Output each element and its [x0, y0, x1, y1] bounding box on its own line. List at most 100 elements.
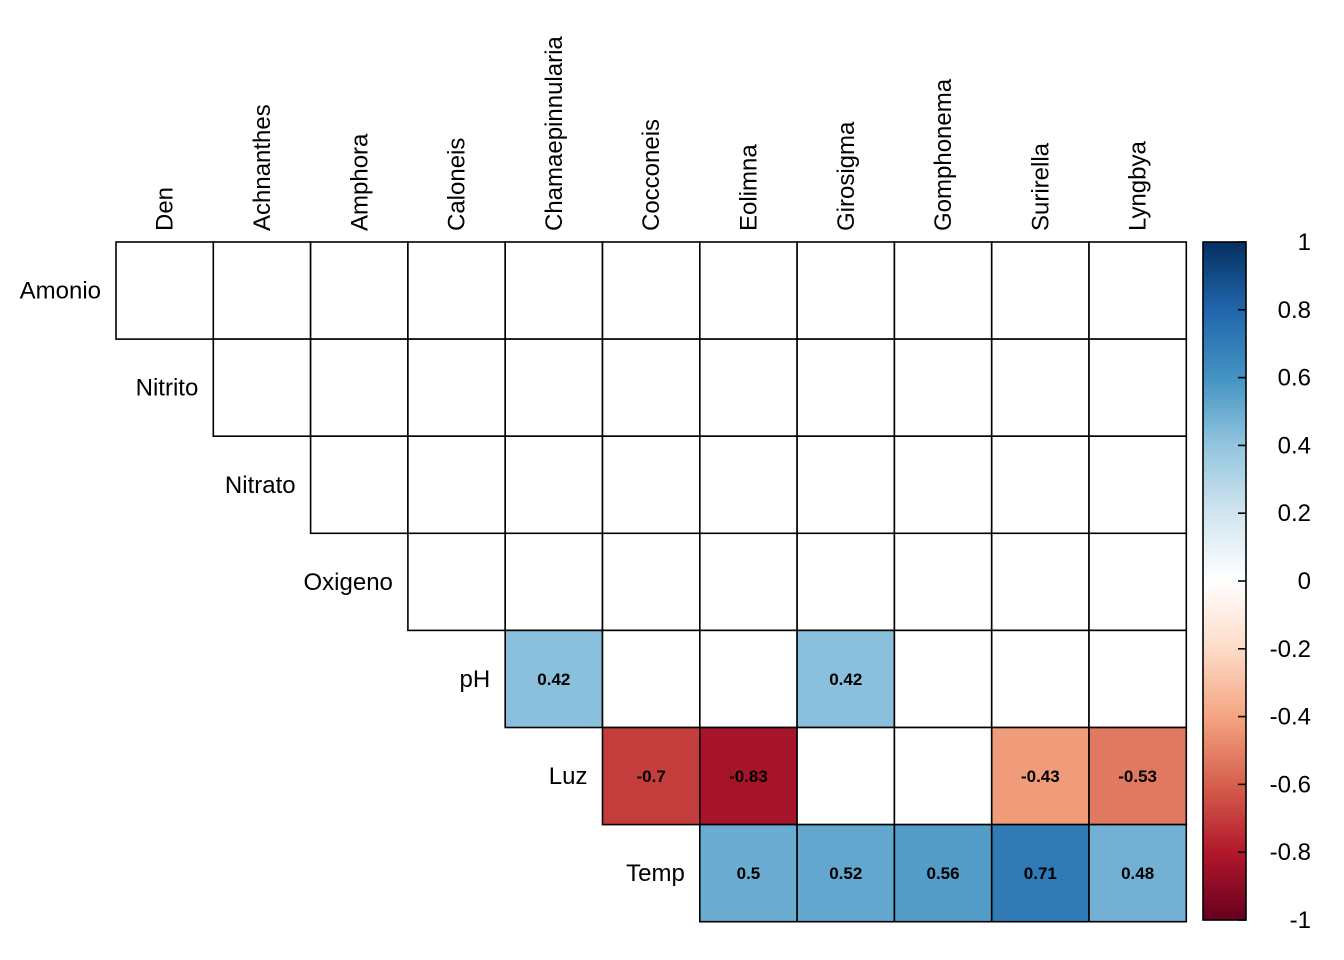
colorbar-tick-label: -0.8	[1270, 839, 1311, 866]
column-label-caloneis: Caloneis	[444, 138, 471, 231]
row-label-temp: Temp	[626, 860, 685, 887]
cell-nitrato-surirella	[990, 435, 1090, 535]
cell-nitrato-gomphonema	[893, 435, 993, 535]
column-label-surirella: Surirella	[1027, 142, 1054, 231]
cell-nitrato-caloneis	[407, 435, 506, 535]
cell-oxigeno-lyngbya	[1088, 532, 1188, 632]
cell-ph-lyngbya	[1088, 629, 1188, 729]
cell-ph-girosigma	[796, 629, 896, 729]
cell-nitrito-lyngbya	[1088, 338, 1188, 438]
cell-amonio-den	[115, 241, 215, 340]
cell-amonio-surirella	[990, 241, 1090, 340]
column-label-gomphonema: Gomphonema	[930, 78, 957, 231]
cell-oxigeno-gomphonema	[893, 532, 993, 632]
column-label-chamaepinnularia: Chamaepinnularia	[541, 36, 568, 231]
cell-nitrato-amphora	[309, 435, 409, 535]
cell-nitrito-caloneis	[407, 338, 506, 438]
colorbar-tick-label: 0.4	[1278, 432, 1311, 459]
column-label-achnanthes: Achnanthes	[249, 104, 276, 231]
row-label-oxigeno: Oxigeno	[304, 569, 393, 596]
cell-oxigeno-surirella	[990, 532, 1090, 632]
cell-temp-lyngbya	[1088, 823, 1188, 923]
row-label-ph: pH	[460, 666, 491, 693]
cell-luz-lyngbya	[1088, 726, 1188, 826]
colorbar-tick-label: -0.6	[1270, 771, 1311, 798]
cell-value-temp-surirella: 0.71	[1024, 864, 1057, 883]
cell-amonio-lyngbya	[1088, 241, 1188, 340]
cell-value-labels: 0.42 0.42 -0.7 -0.83 -0.43 -0.53 0.5 0.52 0.56 0.…	[537, 670, 1157, 883]
colorbar-tick-label: 0	[1298, 568, 1311, 595]
colorbar-tick-label: -1	[1290, 907, 1311, 934]
cell-oxigeno-eolimna	[698, 532, 798, 632]
cell-temp-eolimna	[698, 823, 798, 923]
column-label-amphora: Amphora	[346, 133, 373, 231]
cell-oxigeno-cocconeis	[601, 532, 701, 632]
cell-amonio-chamaepinnularia	[504, 241, 604, 340]
cell-amonio-girosigma	[796, 241, 896, 340]
cell-nitrito-girosigma	[796, 338, 896, 438]
cell-nitrito-achnanthes	[212, 338, 312, 438]
colorbar-tick-label: -0.2	[1270, 636, 1311, 663]
cell-ph-surirella	[990, 629, 1090, 729]
column-label-girosigma: Girosigma	[833, 121, 860, 231]
colorbar-tick-label: -0.4	[1270, 704, 1311, 731]
cell-nitrito-surirella	[990, 338, 1090, 438]
cell-value-luz-cocconeis: -0.7	[637, 767, 666, 786]
column-labels: Den Achnanthes Amphora Caloneis Chamaepinnul…	[152, 36, 1152, 231]
cell-temp-girosigma	[796, 823, 896, 923]
cell-oxigeno-girosigma	[796, 532, 896, 632]
cell-nitrato-eolimna	[698, 435, 798, 535]
cell-nitrito-cocconeis	[601, 338, 701, 438]
column-label-cocconeis: Cocconeis	[638, 119, 665, 231]
cell-luz-gomphonema	[893, 726, 993, 826]
colorbar-tick-label: 0.2	[1278, 500, 1311, 527]
cell-amonio-gomphonema	[893, 241, 993, 340]
row-label-nitrito: Nitrito	[136, 375, 199, 402]
cell-nitrato-girosigma	[796, 435, 896, 535]
row-labels: Amonio Nitrito Nitrato Oxigeno pH Luz Temp	[20, 278, 685, 888]
cell-value-ph-chamaepinnularia: 0.42	[537, 670, 570, 689]
colorbar: 1 0.8 0.6 0.4 0.2 0 -0.2 -0.4 -0.6 -0.8 -1	[1202, 229, 1311, 934]
cell-nitrito-chamaepinnularia	[504, 338, 604, 438]
column-label-den: Den	[152, 187, 179, 231]
row-label-luz: Luz	[549, 763, 588, 790]
cell-temp-surirella	[990, 823, 1090, 923]
cell-amonio-achnanthes	[212, 241, 312, 340]
cell-nitrito-gomphonema	[893, 338, 993, 438]
cell-luz-cocconeis	[601, 726, 701, 826]
cell-nitrato-cocconeis	[601, 435, 701, 535]
cell-nitrato-lyngbya	[1088, 435, 1188, 535]
cell-ph-eolimna	[698, 629, 798, 729]
cell-value-temp-gomphonema: 0.56	[927, 864, 960, 883]
cell-amonio-cocconeis	[601, 241, 701, 340]
cell-ph-gomphonema	[893, 629, 993, 729]
cell-nitrato-chamaepinnularia	[504, 435, 604, 535]
cell-nitrito-eolimna	[698, 338, 798, 438]
cell-value-temp-eolimna: 0.5	[737, 864, 761, 883]
cell-value-ph-girosigma: 0.42	[829, 670, 862, 689]
cell-value-luz-surirella: -0.43	[1021, 767, 1060, 786]
row-label-nitrato: Nitrato	[225, 472, 296, 499]
colorbar-tick-label: 1	[1298, 229, 1311, 256]
cell-amonio-amphora	[309, 241, 409, 340]
cell-value-temp-lyngbya: 0.48	[1121, 864, 1154, 883]
cell-amonio-eolimna	[698, 241, 798, 340]
cell-oxigeno-caloneis	[407, 532, 506, 632]
cell-oxigeno-chamaepinnularia	[504, 532, 604, 632]
column-label-lyngbya: Lyngbya	[1125, 141, 1152, 232]
cell-ph-cocconeis	[601, 629, 701, 729]
column-label-eolimna: Eolimna	[735, 144, 762, 231]
cell-temp-gomphonema	[893, 823, 993, 923]
cell-value-temp-girosigma: 0.52	[829, 864, 862, 883]
cell-value-luz-eolimna: -0.83	[729, 767, 768, 786]
cell-luz-girosigma	[796, 726, 896, 826]
colorbar-tick-label: 0.6	[1278, 365, 1311, 392]
colorbar-tick-label: 0.8	[1278, 297, 1311, 324]
cell-amonio-caloneis	[407, 241, 506, 340]
heatmap-cells	[115, 241, 1188, 923]
cell-ph-chamaepinnularia	[504, 629, 604, 729]
row-label-amonio: Amonio	[20, 278, 101, 305]
cell-nitrito-amphora	[309, 338, 409, 438]
cell-value-luz-lyngbya: -0.53	[1118, 767, 1157, 786]
